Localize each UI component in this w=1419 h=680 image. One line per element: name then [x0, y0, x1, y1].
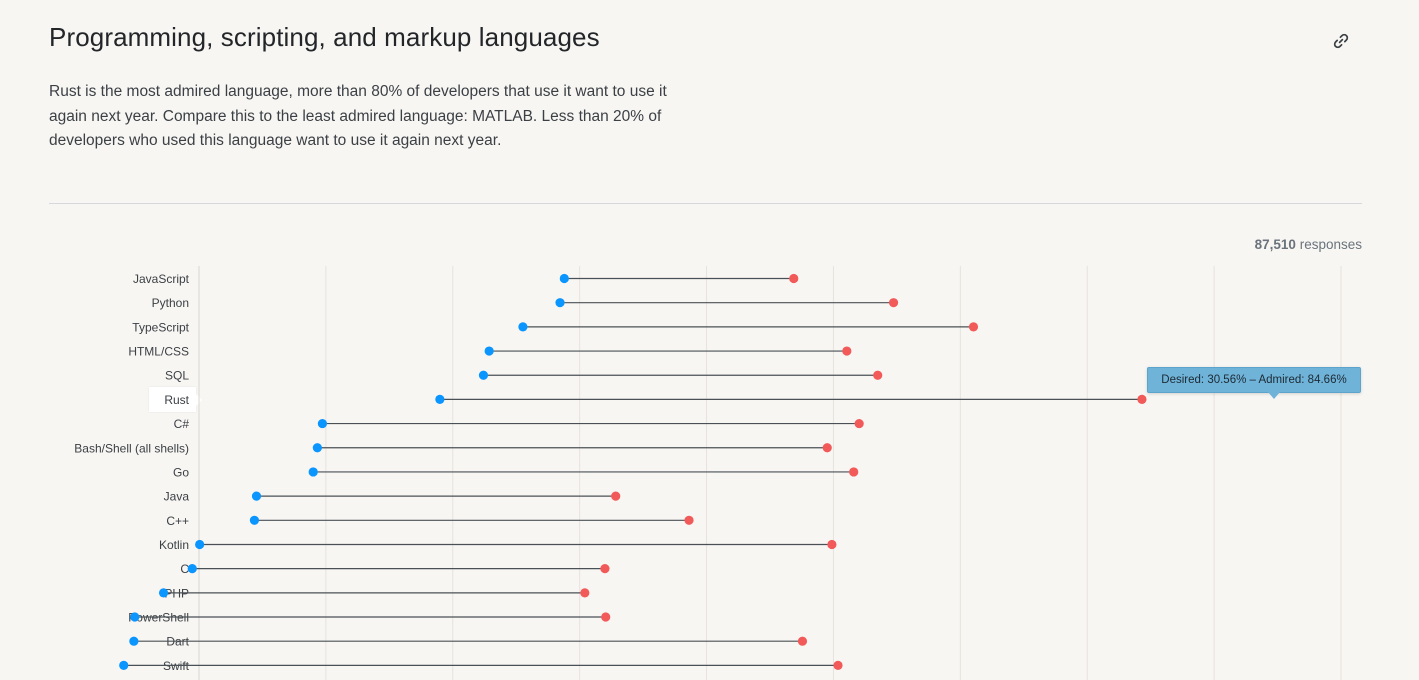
desired-point [251, 491, 262, 501]
admired-point [968, 322, 979, 332]
row-label: Rust [164, 393, 189, 407]
row-label: Bash/Shell (all shells) [74, 441, 189, 455]
admired-point [822, 443, 832, 453]
chart-tooltip: Desired: 30.56% – Admired: 84.66% [1147, 367, 1361, 399]
response-count: 87,510 responses [1255, 237, 1362, 252]
row-label: TypeScript [132, 320, 189, 334]
desired-point [484, 346, 494, 356]
row-label: Go [173, 465, 189, 479]
desired-point [518, 322, 528, 332]
response-count-number: 87,510 [1254, 237, 1296, 252]
desired-point [119, 660, 129, 670]
row-label: Python [152, 296, 189, 310]
desired-point [187, 564, 197, 574]
admired-point [580, 588, 590, 598]
admired-point [797, 636, 808, 646]
desired-point [478, 370, 489, 380]
admired-point [600, 564, 610, 574]
admired-point [833, 660, 843, 670]
desired-point [317, 418, 328, 429]
grid-lines [198, 266, 1342, 680]
row-label: SQL [165, 369, 189, 383]
divider [49, 203, 1362, 204]
desired-point [559, 273, 569, 284]
desired-point [435, 394, 445, 404]
desired-point [129, 636, 139, 646]
response-count-label: responses [1299, 237, 1362, 252]
admired-point [789, 273, 799, 284]
desired-point [308, 467, 318, 477]
page-title: Programming, scripting, and markup langu… [49, 22, 600, 52]
admired-point [601, 612, 611, 622]
admired-point [842, 346, 852, 356]
admired-point [873, 370, 883, 380]
row-label: HTML/CSS [128, 345, 189, 359]
permalink-button[interactable] [1328, 28, 1354, 54]
row-label: Kotlin [159, 538, 189, 552]
desired-point [249, 515, 260, 525]
admired-point [849, 467, 859, 477]
row-label: JavaScript [133, 272, 190, 286]
desired-point [158, 588, 169, 598]
desired-point [195, 539, 205, 550]
desired-point [130, 612, 140, 622]
desired-point [555, 298, 565, 308]
admired-point [854, 418, 864, 429]
admired-point [888, 298, 899, 308]
admired-point [684, 515, 694, 525]
admired-point [1137, 394, 1147, 404]
admired-point [827, 539, 837, 550]
row-label: C# [174, 417, 190, 431]
link-icon [1333, 33, 1349, 49]
admired-point [611, 491, 621, 501]
tooltip-text: Desired: 30.56% – Admired: 84.66% [1161, 374, 1347, 386]
description: Rust is the most admired language, more … [49, 83, 667, 149]
row-label: Java [164, 490, 190, 504]
row-label: C++ [166, 514, 189, 528]
row-label: C [180, 562, 189, 576]
desired-point [312, 443, 322, 453]
